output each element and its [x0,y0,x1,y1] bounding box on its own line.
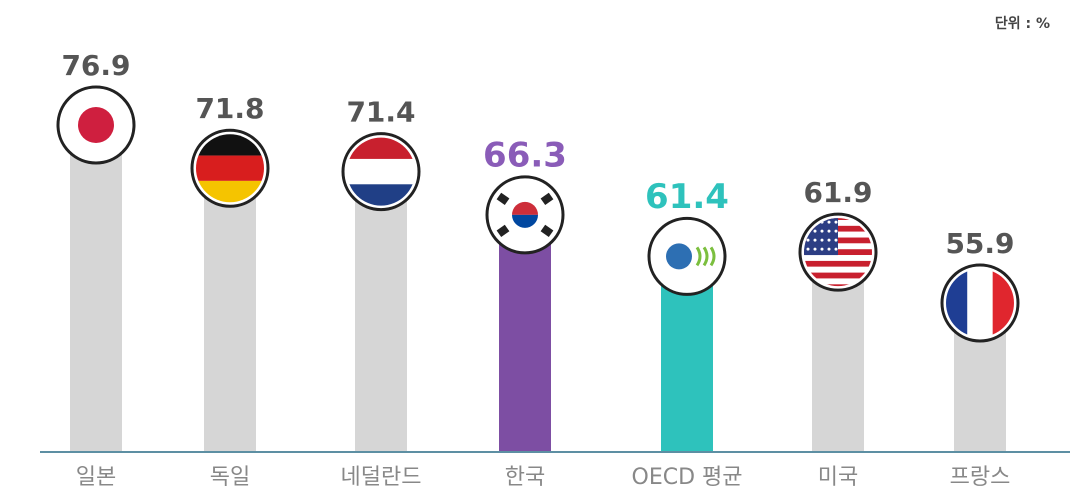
flag-arc [709,246,716,267]
flag-star [834,229,838,233]
flag-star [813,229,817,233]
flag-arc [695,246,702,267]
flag [347,137,415,206]
flag-star [813,247,817,251]
flag-stripe [804,266,872,273]
flag-trigram [540,192,554,205]
flag [196,134,264,203]
flag-trigram [496,224,510,237]
flag-star [806,220,810,224]
flag-star [820,238,824,242]
flag-stripe [347,137,415,159]
flag-trigram [496,192,510,205]
flag-star [834,220,838,224]
x-tick-label: 일본 [76,465,116,490]
flag-taegeuk [512,201,538,215]
flag-star [820,247,824,251]
flag [946,269,1014,337]
flag-stripe [804,278,872,285]
x-tick-label: 독일 [210,465,250,490]
flag-logo [666,243,692,270]
flag-star [827,247,831,251]
flag-taegeuk [512,214,538,228]
bar [204,168,256,452]
flag [804,218,872,287]
flag [653,222,721,291]
flag-arc [702,246,709,267]
flag-stripe [804,272,872,279]
flag-stripe [967,269,993,337]
flag-stripe [804,255,872,261]
flag-sun [78,107,114,143]
value-label: 66.3 [483,135,567,175]
value-label: 71.4 [346,96,415,129]
flag-star [827,238,831,242]
flag-star [820,229,824,233]
flag [491,180,559,249]
bar [355,171,407,452]
value-label: 61.4 [645,177,729,217]
flag-stripe [196,180,264,203]
bar [70,125,122,452]
flag [62,91,130,159]
flag-star [827,220,831,224]
flag-stripe [804,260,872,267]
flag-stripe [196,155,264,181]
flag-star [834,238,838,242]
flag-stripe [946,269,968,337]
value-label: 61.9 [803,176,872,209]
flag-star [834,247,838,251]
x-tick-label: 프랑스 [950,465,1011,490]
x-tick-label: OECD 평균 [632,465,743,490]
x-tick-label: 한국 [505,465,545,490]
x-tick-label: 네덜란드 [341,465,422,490]
bar [499,214,551,452]
flag-stripe [347,184,415,206]
flag-stripe [992,269,1014,337]
flag-stripe [196,134,264,156]
flag-star [827,229,831,233]
flag-star [806,238,810,242]
flag-stripe [347,158,415,185]
flag-trigram [540,224,554,237]
x-tick-label: 미국 [818,465,858,490]
unit-label: 단위 : % [995,15,1050,32]
value-label: 76.9 [61,49,130,82]
flag-star [813,238,817,242]
flag-star [806,247,810,251]
value-label: 71.8 [195,92,264,125]
flag-stripe [804,284,872,287]
value-label: 55.9 [945,227,1014,260]
